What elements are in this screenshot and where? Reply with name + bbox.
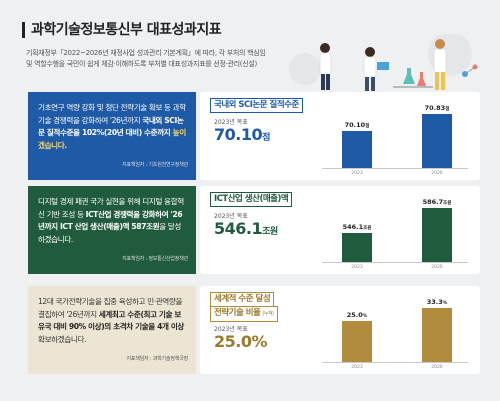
bar-chart: 546.1조원 2023 586.7조원 2026 xyxy=(312,186,478,274)
target-value: 70.10점 xyxy=(214,125,270,144)
year-tick-label: 2023 xyxy=(351,171,363,176)
target-value: 25.0% xyxy=(214,332,268,351)
target-label: 2023년 목표 xyxy=(214,119,248,126)
bar-2023 xyxy=(342,233,372,262)
chart-baseline xyxy=(322,168,468,169)
desc-text: 디지털 경제 패권 국가 실현을 위해 디지털 융합혁신 기반 조성 등 xyxy=(38,197,184,219)
bar-value-label: 586.7조원 xyxy=(422,198,452,206)
bar-2026 xyxy=(422,114,452,168)
indicator-row-sci: 기초연구 역량 강화 및 첨단 전략기술 확보 등 과학기술 경쟁력을 강화하여… xyxy=(28,92,480,180)
desc-highlight: 국내외 SCI논문 질적수준을 102%(20년 대비) 수준까지 xyxy=(38,115,184,138)
desc-text: 기초연구 역량 강화 및 첨단 전략기술 확보 등 과학기술 경쟁력을 강화하여… xyxy=(38,103,186,125)
desc-text-end: 확보하겠습니다. xyxy=(38,334,87,344)
bar-value-label: 70.83점 xyxy=(424,104,450,112)
target-label: 2023년 목표 xyxy=(214,326,248,333)
bar-chart: 70.10점 2023 70.83점 2026 xyxy=(312,92,478,180)
researchers-illustration xyxy=(265,34,485,96)
year-tick-label: 2023 xyxy=(351,265,363,270)
target-label: 2023년 목표 xyxy=(214,213,248,220)
chart-baseline xyxy=(322,262,468,263)
indicator-row-ict: 디지털 경제 패권 국가 실현을 위해 디지털 융합혁신 기반 조성 등 ICT… xyxy=(28,186,480,274)
chart-baseline xyxy=(322,362,468,363)
indicator-tag: ICT산업 생산(매출)액 xyxy=(210,192,293,207)
year-tick-label: 2026 xyxy=(431,171,443,176)
bar-value-label: 70.10점 xyxy=(344,121,370,129)
bar-2023 xyxy=(342,131,372,168)
bar-2026 xyxy=(422,208,452,262)
indicator-card: ICT산업 생산(매출)액 2023년 목표 546.1조원 546.1조원 20… xyxy=(200,186,480,274)
indicator-tag: 세계적 수준 달성 xyxy=(210,292,275,307)
bar-value-label: 546.1조원 xyxy=(342,223,372,231)
indicator-row-tech: 12대 국가전략기술을 집중 육성하고 민·관역량을 결집하여 '26년까지 세… xyxy=(28,286,480,374)
indicator-description: 12대 국가전략기술을 집중 육성하고 민·관역량을 결집하여 '26년까지 세… xyxy=(28,286,196,374)
bar-value-label: 25.0% xyxy=(346,311,368,319)
target-value: 546.1조원 xyxy=(214,219,278,238)
responsible-officer: 지표책임자 : 과학기술정책국장 xyxy=(126,355,189,362)
year-tick-label: 2026 xyxy=(431,265,443,270)
year-tick-label: 2026 xyxy=(431,365,443,370)
page-title: 과학기술정보통신부 대표성과지표 xyxy=(22,22,222,38)
intro-text: 기획재정부「2022~2026년 재정사업 성과관리 기본계획」에 따라, 각 … xyxy=(26,49,272,68)
bar-chart: 25.0% 2023 33.3% 2026 xyxy=(312,286,478,374)
responsible-officer: 지표책임자 : 기초원천연구정책관 xyxy=(122,161,188,168)
indicator-tag: 국내외 SCI논문 질적수준 xyxy=(210,98,303,113)
desc-highlight: 세계최고 수준(최고 기술 보유국 대비 90% 이상)의 초격차 기술을 4개… xyxy=(38,309,185,332)
bar-2026 xyxy=(422,308,452,362)
indicator-card: 국내외 SCI논문 질적수준 2023년 목표 70.10점 70.10점 202… xyxy=(200,92,480,180)
responsible-officer: 지표책임자 : 정보통신산업정책관 xyxy=(122,255,188,262)
indicator-tag-line2: 전략기술 비율 (누적) xyxy=(210,306,278,322)
desc-text-end: 높이겠습니다. xyxy=(38,128,186,150)
bar-value-label: 33.3% xyxy=(426,298,448,306)
indicator-description: 기초연구 역량 강화 및 첨단 전략기술 확보 등 과학기술 경쟁력을 강화하여… xyxy=(28,92,196,180)
indicator-card: 세계적 수준 달성 전략기술 비율 (누적) 2023년 목표 25.0% 25.… xyxy=(200,286,480,374)
indicator-description: 디지털 경제 패권 국가 실현을 위해 디지털 융합혁신 기반 조성 등 ICT… xyxy=(28,186,196,274)
desc-highlight: ICT산업 경쟁력을 강화하여 '26년까지 ICT 산업 생산(매출)액 58… xyxy=(38,209,183,232)
desc-text-end: 을 달성하겠습니다. xyxy=(38,222,181,244)
desc-text: 12대 국가전략기술을 집중 육성하고 민·관역량을 결집하여 '26년까지 xyxy=(38,297,183,319)
year-tick-label: 2023 xyxy=(351,365,363,370)
bar-2023 xyxy=(342,321,372,362)
